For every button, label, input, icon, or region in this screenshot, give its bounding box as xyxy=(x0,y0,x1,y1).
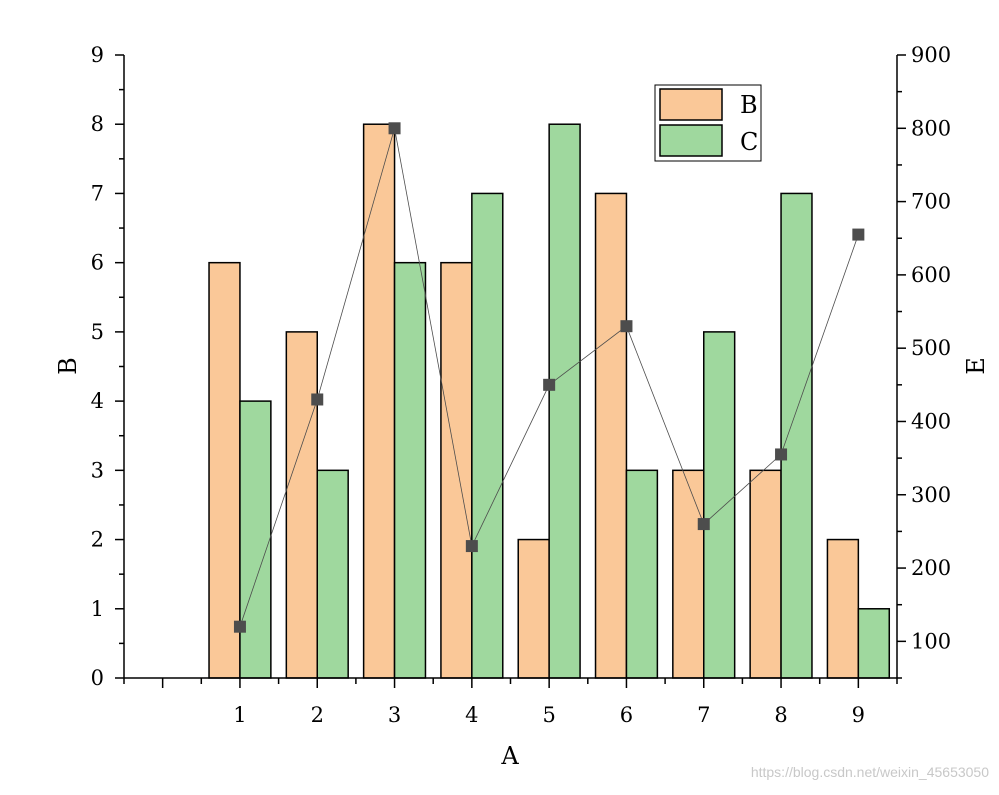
bar-c-6 xyxy=(625,469,659,679)
bar-b-3 xyxy=(362,123,396,679)
y-tick-label: 2 xyxy=(91,528,104,552)
line-point-1 xyxy=(233,620,246,633)
bar-b-9 xyxy=(826,538,860,679)
line-layer xyxy=(233,122,865,633)
x-tick-label: 9 xyxy=(852,703,865,727)
y-tick-label: 4 xyxy=(91,389,104,413)
y-tick-label: 8 xyxy=(91,112,104,136)
line-point-3 xyxy=(388,122,401,135)
legend-swatch-c xyxy=(659,124,723,157)
bar-b-2 xyxy=(285,331,318,679)
y-tick-label: 9 xyxy=(91,43,104,67)
x-tick-label: 3 xyxy=(388,703,401,727)
bar-b-7 xyxy=(672,469,705,679)
y-tick-label: 1 xyxy=(91,597,104,621)
bar-b-4 xyxy=(440,261,473,679)
x-tick-label: 8 xyxy=(774,703,787,727)
x-tick-label: 1 xyxy=(233,703,246,727)
bar-c-4 xyxy=(471,192,504,679)
y2-tick-label: 700 xyxy=(911,190,951,214)
x-tick-label: 7 xyxy=(697,703,710,727)
line-point-5 xyxy=(543,378,556,391)
y2-tick-label: 900 xyxy=(911,43,951,67)
legend: B C xyxy=(654,84,762,162)
y2-tick-label: 500 xyxy=(911,336,951,360)
y-tick-label: 6 xyxy=(91,251,104,275)
x-tick-label: 6 xyxy=(620,703,633,727)
line-point-2 xyxy=(311,393,324,406)
bar-c-2 xyxy=(316,469,349,679)
line-point-9 xyxy=(852,228,865,241)
y-tick-label: 5 xyxy=(91,320,104,344)
line-point-7 xyxy=(697,518,710,531)
x-axis-title: A xyxy=(500,742,519,770)
watermark-text: https://blog.csdn.net/weixin_45653050 xyxy=(750,764,989,780)
x-tick-label: 4 xyxy=(465,703,478,727)
bar-b-6 xyxy=(594,192,628,679)
y-axis-title: B xyxy=(54,357,82,375)
y2-tick-label: 800 xyxy=(911,116,951,140)
bar-c-1 xyxy=(239,400,272,679)
bar-c-9 xyxy=(857,608,891,679)
y2-tick-label: 600 xyxy=(911,263,951,287)
legend-label-b: B xyxy=(740,91,758,119)
legend-label-c: C xyxy=(740,128,758,156)
bar-c-3 xyxy=(393,261,427,679)
x-tick-label: 2 xyxy=(311,703,324,727)
y-tick-label: 7 xyxy=(91,181,104,205)
y2-axis-title: E xyxy=(962,357,990,375)
bar-b-1 xyxy=(208,261,241,679)
y2-tick-label: 300 xyxy=(911,483,951,507)
bar-c-5 xyxy=(548,123,581,679)
y2-tick-label: 200 xyxy=(911,556,951,580)
y-tick-label: 0 xyxy=(91,666,104,690)
bar-c-8 xyxy=(780,192,813,679)
line-point-8 xyxy=(775,448,788,461)
y-tick-label: 3 xyxy=(91,458,104,482)
axes-layer: 0 1 2 3 4 5 6 7 8 9 100 200 300 400 500 600 700 800 900 1 2 3… xyxy=(91,43,951,727)
line-point-6 xyxy=(620,320,633,333)
legend-swatch-b xyxy=(659,88,723,121)
y2-tick-label: 100 xyxy=(911,629,951,653)
labels-layer: A B E xyxy=(54,357,990,770)
bar-c-7 xyxy=(703,331,736,679)
bars-layer xyxy=(208,123,891,679)
x-tick-label: 5 xyxy=(542,703,555,727)
bar-b-5 xyxy=(517,538,550,679)
line-point-4 xyxy=(465,540,478,553)
bar-b-8 xyxy=(749,469,782,679)
y2-tick-label: 400 xyxy=(911,409,951,433)
